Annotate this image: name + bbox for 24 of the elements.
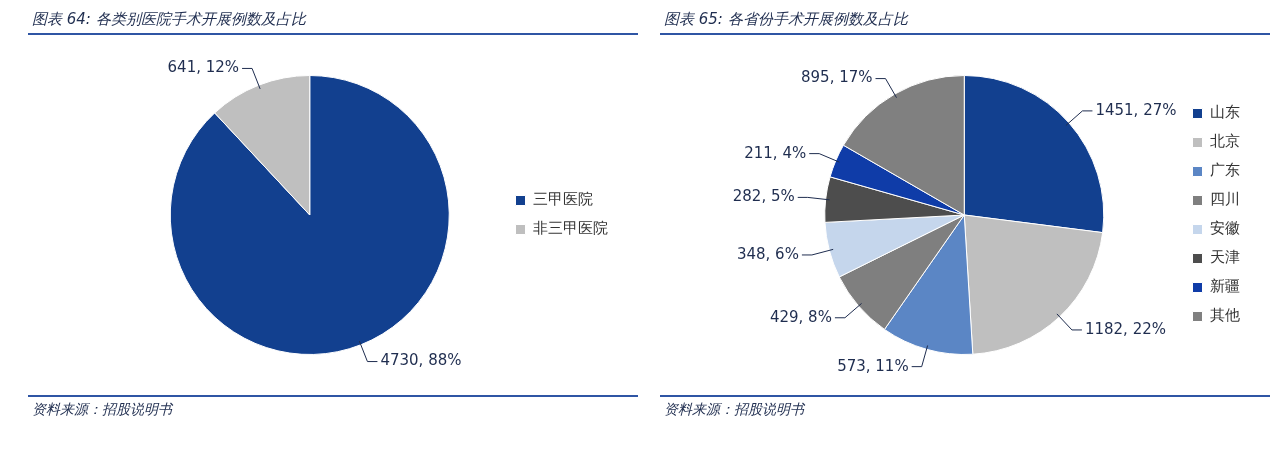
legend-label: 新疆: [1210, 277, 1240, 296]
data-label: 429, 8%: [769, 307, 832, 326]
legend-label: 广东: [1210, 161, 1240, 180]
data-label: 348, 6%: [736, 244, 799, 263]
data-label: 573, 11%: [837, 356, 909, 375]
legend-label: 非三甲医院: [533, 219, 608, 238]
legend-label: 四川: [1210, 190, 1240, 209]
legend-label: 三甲医院: [533, 190, 593, 209]
data-label: 4730, 88%: [380, 351, 462, 370]
data-label: 211, 4%: [744, 143, 807, 162]
chart-title: 图表 64: 各类别医院手术开展例数及占比: [28, 8, 638, 35]
data-label: 1451, 27%: [1095, 100, 1177, 119]
text: 资料来源：招股说明书: [32, 401, 174, 419]
legend-label: 北京: [1210, 132, 1240, 151]
text: 资料来源：招股说明书: [664, 401, 806, 419]
legend-label: 天津: [1210, 248, 1240, 267]
chart-title: 图表 65: 各省份手术开展例数及占比: [660, 8, 1270, 35]
data-label: 895, 17%: [801, 68, 873, 87]
data-label: 641, 12%: [167, 58, 240, 77]
data-label: 282, 5%: [732, 187, 795, 206]
data-label: 1182, 22%: [1084, 319, 1166, 338]
legend-label: 其他: [1210, 306, 1240, 325]
legend-label: 安徽: [1210, 219, 1240, 238]
legend-label: 山东: [1210, 103, 1240, 122]
